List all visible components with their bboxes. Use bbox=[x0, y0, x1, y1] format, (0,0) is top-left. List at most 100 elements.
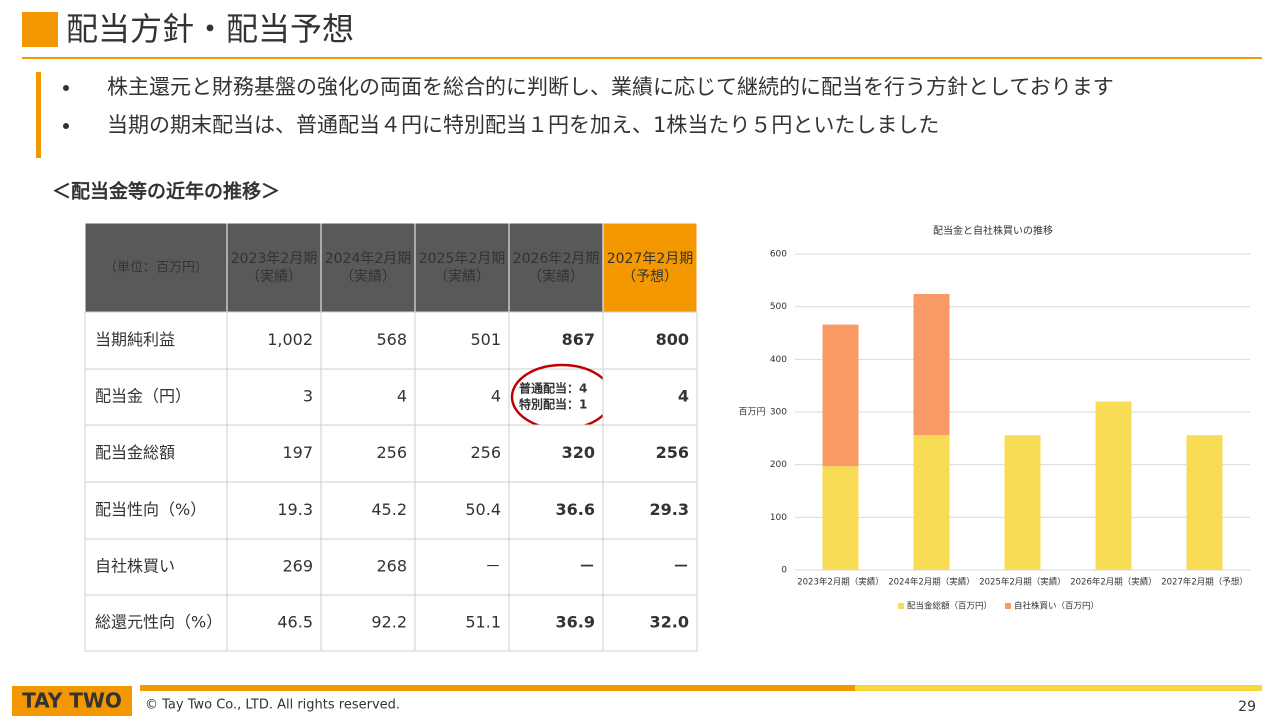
logo-box bbox=[12, 686, 132, 716]
x-tick-label: 2024年2月期（実績） bbox=[888, 577, 975, 588]
cell-value: 197 bbox=[282, 443, 313, 462]
x-tick-label: 2023年2月期（実績） bbox=[797, 577, 884, 588]
table-cell bbox=[508, 538, 604, 596]
section-title: ＜配当金等の近年の推移＞ bbox=[52, 180, 280, 203]
cell-value: － bbox=[485, 557, 501, 576]
row-label: 配当性向（%） bbox=[95, 500, 206, 519]
column-header: （実績） bbox=[528, 269, 584, 285]
header-cell bbox=[84, 222, 228, 313]
table-cell bbox=[602, 368, 698, 426]
bar bbox=[1004, 435, 1041, 570]
row-label: 総還元性向（%） bbox=[95, 613, 222, 632]
table-cell bbox=[414, 424, 510, 483]
column-header: 2027年2月期 bbox=[607, 251, 694, 267]
column-header: （予想） bbox=[622, 269, 678, 285]
table: （単位：百万円） 2023年2月期 （実績） 2024年2月期 （実績） 2025年2月期… bbox=[84, 222, 698, 652]
copyright: © Tay Two Co., LTD. All rights reserved. bbox=[145, 698, 400, 713]
cell-value: 1,002 bbox=[267, 330, 313, 349]
table-cell bbox=[414, 538, 510, 596]
row-label: 自社株買い bbox=[95, 557, 175, 576]
table-cell bbox=[84, 311, 228, 370]
header-cell bbox=[320, 222, 416, 313]
row-label: 当期純利益 bbox=[95, 330, 175, 349]
cell-note: 特別配当：1 bbox=[519, 397, 587, 412]
cell-value: 36.9 bbox=[556, 613, 595, 632]
table-cell bbox=[414, 594, 510, 652]
x-tick-label: 2026年2月期（実績） bbox=[1070, 577, 1157, 588]
cell-value: 19.3 bbox=[277, 500, 313, 519]
table-cell bbox=[414, 481, 510, 540]
table-cell bbox=[508, 368, 604, 426]
header-cell bbox=[226, 222, 322, 313]
chart-title: 配当金と自社株買いの推移 bbox=[933, 224, 1053, 237]
cell-value: 4 bbox=[678, 387, 689, 406]
table-cell bbox=[320, 311, 416, 370]
bullet-text: 当期の期末配当は、普通配当４円に特別配当１円を加え、1株当たり５円といたしました bbox=[107, 113, 939, 137]
bar bbox=[913, 294, 950, 436]
bar bbox=[1095, 401, 1132, 570]
slide-title: 配当方針・配当予想 bbox=[66, 10, 354, 48]
cell-value: 256 bbox=[470, 443, 501, 462]
cell-value: 4 bbox=[397, 387, 407, 406]
cell-value: 51.1 bbox=[465, 613, 501, 632]
cell-value: － bbox=[673, 557, 689, 576]
table-cell bbox=[602, 538, 698, 596]
x-tick-label: 2025年2月期（実績） bbox=[979, 577, 1066, 588]
bar bbox=[1186, 435, 1223, 570]
cell-value: 32.0 bbox=[650, 613, 689, 632]
bullet-dot bbox=[63, 85, 69, 91]
column-header: 2025年2月期 bbox=[419, 251, 506, 267]
y-tick-label: 100 bbox=[770, 513, 787, 523]
cell-value: 46.5 bbox=[277, 613, 313, 632]
table-cell bbox=[508, 311, 604, 370]
bullet-dot bbox=[63, 123, 69, 129]
cell-value: 92.2 bbox=[371, 613, 407, 632]
column-header: 2023年2月期 bbox=[231, 251, 318, 267]
footer-rule bbox=[855, 685, 1262, 691]
column-header: （実績） bbox=[340, 269, 396, 285]
cell-value: 50.4 bbox=[465, 500, 501, 519]
cell-value: 501 bbox=[470, 330, 501, 349]
table-cell bbox=[84, 368, 228, 426]
header-cell bbox=[508, 222, 604, 313]
footer-rule bbox=[140, 685, 855, 691]
y-tick-label: 300 bbox=[770, 408, 787, 418]
table-cell bbox=[226, 538, 322, 596]
cell-value: 268 bbox=[376, 557, 407, 576]
cell-value: 3 bbox=[303, 387, 313, 406]
y-tick-label: 400 bbox=[770, 355, 787, 365]
table-cell bbox=[602, 594, 698, 652]
table-cell bbox=[84, 594, 228, 652]
bar bbox=[822, 466, 859, 570]
cell-value: 256 bbox=[656, 443, 689, 462]
header-cell bbox=[602, 222, 698, 313]
table-cell bbox=[508, 424, 604, 483]
table-cell bbox=[226, 481, 322, 540]
cell-value: 867 bbox=[562, 330, 595, 349]
header-cell bbox=[414, 222, 510, 313]
title-rule bbox=[22, 57, 1262, 59]
cell-value: 320 bbox=[562, 443, 595, 462]
cell-value: 800 bbox=[656, 330, 689, 349]
legend-swatch bbox=[898, 603, 904, 609]
legend-label: 配当金総額（百万円） bbox=[907, 601, 992, 612]
table-cell bbox=[84, 481, 228, 540]
table-cell bbox=[320, 424, 416, 483]
column-header: （実績） bbox=[434, 269, 490, 285]
table-cell bbox=[84, 424, 228, 483]
y-tick-label: 0 bbox=[781, 566, 787, 576]
bullet-text: 株主還元と財務基盤の強化の両面を総合的に判断し、業績に応じて継続的に配当を行う方… bbox=[107, 75, 1114, 99]
table-cell bbox=[226, 311, 322, 370]
page-number: 29 bbox=[1238, 699, 1256, 715]
cell-value: 568 bbox=[376, 330, 407, 349]
row-label: 配当金（円） bbox=[95, 387, 191, 406]
x-tick-label: 2027年2月期（予想） bbox=[1161, 577, 1248, 588]
y-tick-label: 500 bbox=[770, 302, 787, 312]
y-axis-label: 百万円 bbox=[738, 407, 765, 418]
cell-value: 45.2 bbox=[371, 500, 407, 519]
cell-value: － bbox=[579, 557, 595, 576]
y-tick-label: 600 bbox=[770, 250, 787, 260]
bullet-bar bbox=[36, 72, 41, 158]
logo: TAY TWO bbox=[22, 689, 122, 713]
